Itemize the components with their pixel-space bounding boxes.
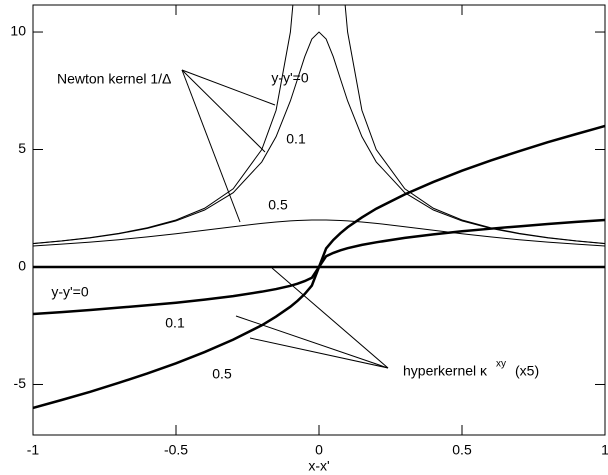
annotation: y-y'=0 [51, 284, 89, 300]
y-tick-label: 10 [10, 23, 26, 39]
annotation: 0.5 [212, 366, 232, 382]
x-tick-label: 0.5 [452, 442, 472, 458]
y-tick-label: 0 [18, 258, 26, 274]
annotation: hyperkernel κ [403, 363, 488, 379]
series-line [33, 31, 605, 245]
x-tick-label: 0 [315, 442, 323, 458]
annotation: (x5) [515, 363, 539, 379]
series-line [33, 124, 605, 410]
annotation: 0.1 [286, 131, 306, 147]
y-tick-label: 5 [18, 140, 26, 156]
plot-area [33, 5, 605, 410]
series-line [33, 5, 605, 244]
annotation: 0.1 [165, 315, 185, 331]
x-tick-label: 1 [601, 442, 608, 458]
annotation: y-y'=0 [271, 70, 309, 86]
annotation: 0.5 [268, 197, 288, 213]
series-line [33, 219, 605, 247]
y-tick-label: -5 [14, 375, 27, 391]
x-axis-label: x-x' [308, 458, 329, 474]
x-tick-label: -0.5 [164, 442, 188, 458]
x-tick-label: -1 [27, 442, 40, 458]
annotation: Newton kernel 1/Δ [57, 71, 171, 87]
annotation: xy [496, 359, 506, 370]
